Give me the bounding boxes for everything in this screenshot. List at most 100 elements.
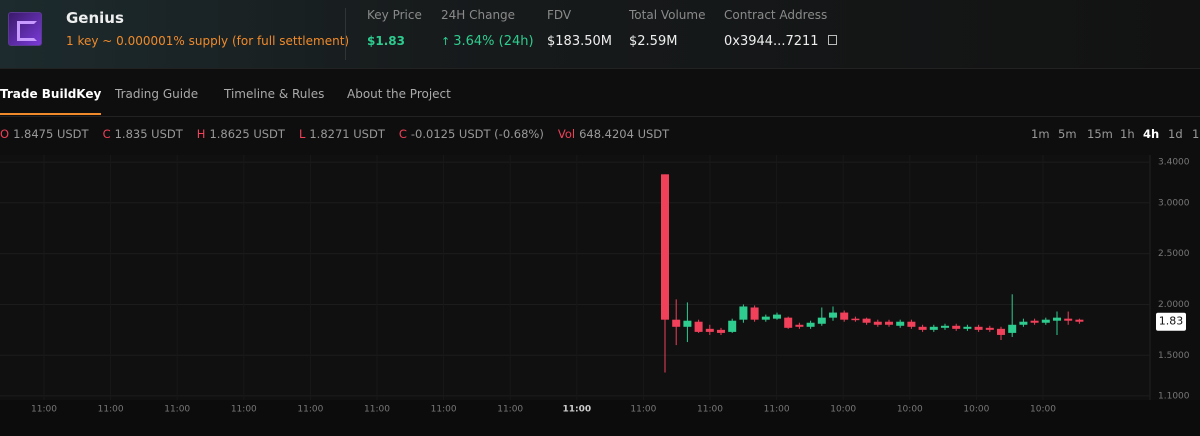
ohlc-item: O 1.8475 USDT	[0, 127, 89, 141]
stat-label: Contract Address	[724, 8, 828, 22]
candle-body	[1030, 320, 1039, 323]
candle-body	[896, 321, 905, 326]
x-tick-label: 10:00	[963, 405, 989, 415]
ohlc-key: L	[298, 127, 306, 141]
y-tick-label: 2.5000	[1158, 249, 1190, 259]
stat: Contract Address 0x3944...7211	[724, 8, 837, 49]
stat: 24H Change ↑ 3.64% (24h)	[441, 8, 534, 49]
ohlc-key: C	[102, 127, 111, 141]
y-tick-label: 1.5000	[1158, 351, 1190, 361]
ohlc-item: C -0.0125 USDT (-0.68%)	[399, 127, 544, 141]
stat-value: $1.83	[367, 34, 422, 48]
tab[interactable]: Trade BuildKey	[0, 87, 102, 115]
interval-button[interactable]: 1m	[1031, 127, 1050, 141]
interval-button[interactable]: 15m	[1087, 127, 1113, 141]
x-tick-label: 10:00	[1030, 405, 1056, 415]
candle-body	[661, 174, 669, 320]
candle-body	[1075, 319, 1084, 322]
candle-body	[918, 326, 927, 330]
tab[interactable]: Trading Guide	[115, 87, 199, 101]
stat: Key Price $1.83	[367, 8, 422, 48]
candle-body	[728, 320, 737, 332]
x-tick-label: 10:00	[897, 405, 923, 415]
candle-body	[862, 318, 871, 323]
stat-value: ↑ 3.64% (24h)	[441, 34, 534, 49]
ohlc-item: Vol 648.4204 USDT	[558, 127, 669, 141]
candle-body	[806, 322, 815, 327]
x-tick-label: 11:00	[231, 405, 257, 415]
copy-icon[interactable]	[827, 35, 837, 45]
interval-button[interactable]: 5m	[1058, 127, 1077, 141]
ohlc-value: 648.4204 USDT	[579, 127, 670, 141]
stat-label: 24H Change	[441, 8, 516, 22]
candle-body	[1064, 318, 1073, 321]
project-subtitle: 1 key ~ 0.000001% supply (for full settl…	[66, 34, 350, 48]
stat-value: $2.59M	[629, 34, 705, 49]
interval-button[interactable]: 4h	[1143, 127, 1160, 141]
stat-value-text: 3.64% (24h)	[453, 34, 534, 49]
candle-body	[997, 328, 1005, 335]
x-tick-label: 11:00	[164, 405, 190, 415]
candle-body	[929, 326, 938, 330]
interval-button[interactable]: 1w	[1192, 127, 1200, 141]
candle-body	[941, 325, 949, 328]
x-tick-label: 11:00	[764, 405, 790, 415]
y-tick-label: 2.0000	[1158, 300, 1190, 310]
x-tick-label: 11:00	[431, 405, 457, 415]
stat: FDV $183.50M	[547, 8, 612, 49]
candle-body	[694, 321, 703, 332]
last-price-label: 1.83	[1159, 315, 1184, 328]
candle-body	[761, 316, 770, 320]
stat-label: Total Volume	[629, 8, 706, 22]
x-tick-label: 11:00	[297, 405, 323, 415]
candle-body	[963, 326, 972, 329]
tab[interactable]: Timeline & Rules	[224, 87, 325, 101]
candle-body	[683, 320, 692, 327]
candle-body	[672, 319, 681, 327]
candle-body	[840, 312, 849, 320]
y-tick-label: 1.1000	[1158, 391, 1190, 401]
ohlc-key: C	[398, 127, 407, 141]
stat-label: Key Price	[367, 8, 422, 22]
candle-body	[985, 327, 994, 330]
logo	[8, 12, 42, 46]
plot-area	[0, 155, 1150, 400]
candle-body	[1053, 317, 1061, 321]
candle-body	[705, 328, 714, 332]
x-tick-label: 11:00	[562, 405, 591, 415]
ohlc-value: 1.8625 USDT	[209, 127, 285, 141]
candle-body	[1041, 319, 1050, 323]
candle-body	[750, 307, 759, 320]
stat-value-text: 0x3944...7211	[724, 34, 819, 49]
x-tick-label: 10:00	[830, 405, 856, 415]
ohlc-item: C 1.835 USDT	[103, 127, 183, 141]
project-name: Genius	[66, 9, 124, 27]
candle-body	[851, 318, 860, 321]
header: Genius 1 key ~ 0.000001% supply (for ful…	[0, 0, 1200, 69]
ohlc-value: 1.8475 USDT	[13, 127, 89, 141]
x-tick-label: 11:00	[364, 405, 390, 415]
ohlc-item: H 1.8625 USDT	[197, 127, 285, 141]
tab[interactable]: About the Project	[347, 87, 451, 101]
y-tick-label: 3.0000	[1158, 198, 1190, 208]
ohlc-key: H	[196, 127, 206, 141]
candle-body	[795, 324, 804, 327]
candle-body	[784, 317, 793, 328]
x-tick-label: 11:00	[697, 405, 723, 415]
stat-value: 0x3944...7211	[724, 34, 837, 49]
stat-value: $183.50M	[547, 34, 612, 49]
ohlc-key: Vol	[557, 127, 576, 141]
tab-bar: Trade BuildKey Trading Guide Timeline & Ru…	[0, 80, 1200, 117]
x-tick-label: 11:00	[31, 405, 57, 415]
time-axis-bar	[0, 400, 1200, 436]
interval-button[interactable]: 1d	[1168, 127, 1183, 141]
interval-button[interactable]: 1h	[1120, 127, 1135, 141]
last-price-box	[1156, 312, 1186, 331]
y-tick-label: 3.4000	[1158, 158, 1190, 168]
x-tick-label: 11:00	[98, 405, 124, 415]
candle-body	[817, 317, 826, 324]
up-arrow-icon: ↑	[441, 35, 451, 48]
ohlc-value: 1.8271 USDT	[309, 127, 385, 141]
